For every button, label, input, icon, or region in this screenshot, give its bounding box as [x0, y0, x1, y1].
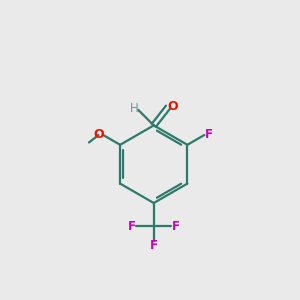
- Text: F: F: [205, 128, 212, 141]
- Text: H: H: [130, 103, 138, 116]
- Text: F: F: [172, 220, 180, 232]
- Text: F: F: [150, 239, 158, 252]
- Text: F: F: [128, 220, 136, 232]
- Text: O: O: [93, 128, 104, 141]
- Text: O: O: [167, 100, 178, 112]
